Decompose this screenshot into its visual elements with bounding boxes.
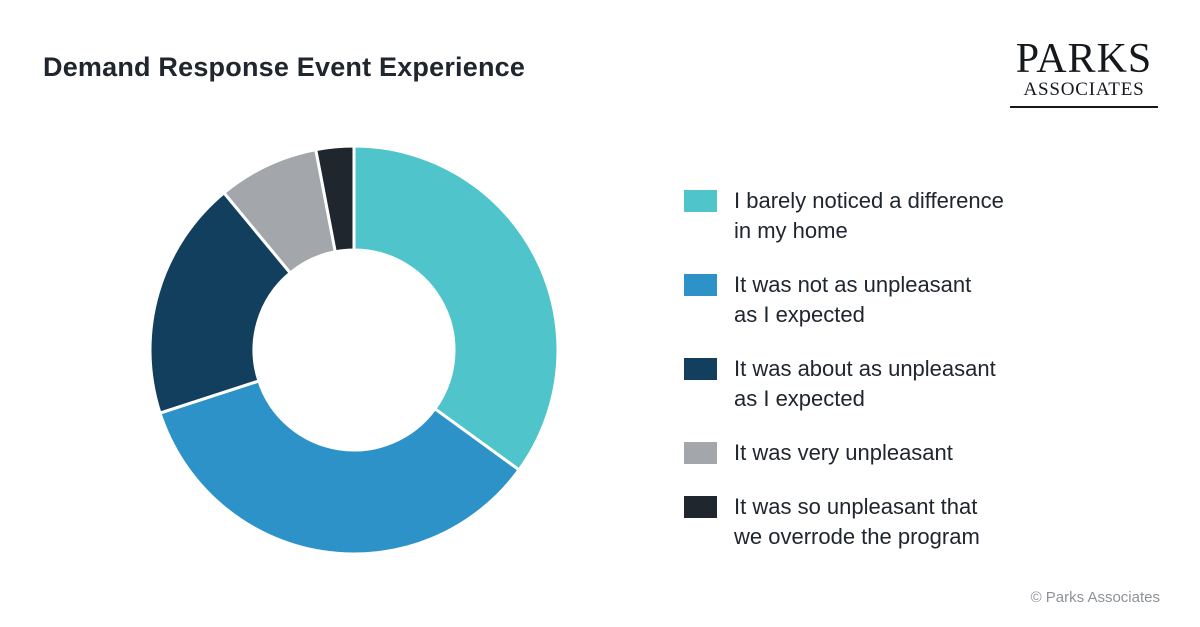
donut-segment <box>352 144 560 472</box>
legend-label: It was about as unpleasant as I expected <box>734 354 996 414</box>
legend-swatch <box>684 496 717 518</box>
legend-swatch <box>684 274 717 296</box>
legend-label-line: we overrode the program <box>734 524 980 549</box>
legend-swatch <box>684 442 717 464</box>
legend-label-line: It was not as unpleasant <box>734 272 972 297</box>
legend-label: It was so unpleasant that we overrode th… <box>734 492 980 552</box>
legend-swatch <box>684 190 717 212</box>
legend-label-line: as I expected <box>734 302 865 327</box>
parks-associates-logo: PARKS ASSOCIATES <box>1010 38 1158 108</box>
legend-label-line: It was so unpleasant that <box>734 494 978 519</box>
logo-text-parks: PARKS <box>1015 36 1153 82</box>
legend-item: It was not as unpleasant as I expected <box>684 270 1004 330</box>
legend-label-line: It was very unpleasant <box>734 440 953 465</box>
donut-segment <box>158 379 521 556</box>
logo-text-associates: ASSOCIATES <box>1010 79 1158 108</box>
donut-segment <box>148 191 292 415</box>
legend-item: I barely noticed a difference in my home <box>684 186 1004 246</box>
legend-label-line: as I expected <box>734 386 865 411</box>
legend-item: It was about as unpleasant as I expected <box>684 354 1004 414</box>
chart-title: Demand Response Event Experience <box>43 52 526 82</box>
legend-label: I barely noticed a difference in my home <box>734 186 1004 246</box>
copyright-text: © Parks Associates <box>1030 589 1160 606</box>
legend-swatch <box>684 358 717 380</box>
legend-item: It was very unpleasant <box>684 438 1004 468</box>
legend-label: It was not as unpleasant as I expected <box>734 270 971 330</box>
legend-label: It was very unpleasant <box>734 438 953 468</box>
donut-segment <box>314 144 356 254</box>
legend: I barely noticed a difference in my home… <box>684 186 1004 552</box>
legend-label-line: in my home <box>734 218 848 243</box>
legend-item: It was so unpleasant that we overrode th… <box>684 492 1004 552</box>
legend-label-line: It was about as unpleasant <box>734 356 996 381</box>
donut-svg <box>148 144 560 556</box>
legend-label-line: I barely noticed a difference <box>734 188 1004 213</box>
donut-chart <box>144 140 564 560</box>
